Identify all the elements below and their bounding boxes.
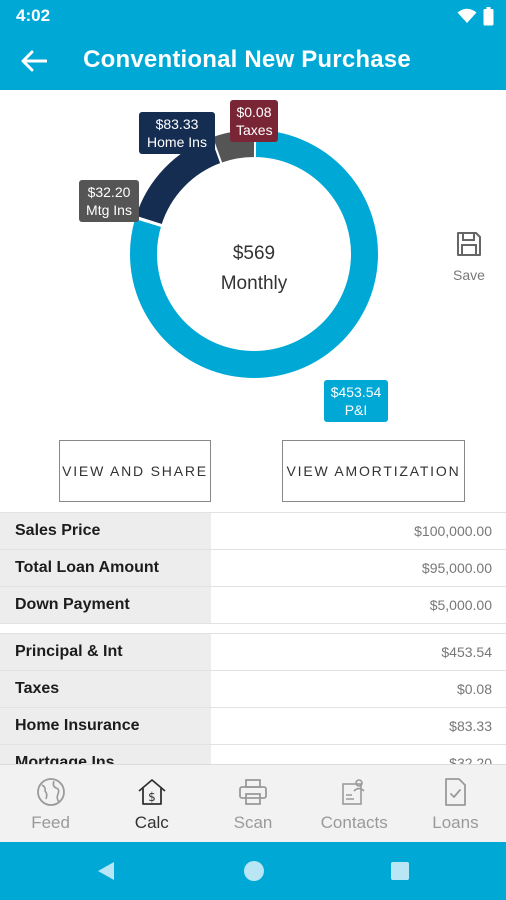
system-recents-button[interactable] bbox=[385, 856, 415, 886]
globe-icon bbox=[36, 778, 65, 806]
monthly-amount: $569 bbox=[232, 243, 276, 264]
view-amortization-button[interactable]: VIEW AMORTIZATION bbox=[282, 440, 465, 502]
contacts-icon bbox=[342, 779, 365, 805]
donut-slice-p-i bbox=[128, 127, 380, 380]
circle-home-icon bbox=[244, 861, 264, 881]
payment-chart: $569 Monthly $0.08 Taxes $83.33 Home Ins… bbox=[0, 90, 506, 430]
document-check-icon bbox=[445, 778, 467, 806]
status-icons bbox=[457, 6, 494, 26]
triangle-back-icon bbox=[98, 862, 114, 880]
nav-item-loans[interactable]: Loans bbox=[405, 765, 506, 842]
table-row: Principal & Int $453.54 bbox=[0, 634, 506, 671]
back-button[interactable] bbox=[16, 44, 52, 78]
row-value: $0.08 bbox=[211, 671, 506, 707]
row-label: Sales Price bbox=[0, 513, 211, 549]
row-value: $32.20 bbox=[211, 745, 506, 764]
arrow-left-icon bbox=[21, 50, 47, 72]
table-row: Total Loan Amount $95,000.00 bbox=[0, 550, 506, 587]
callout-mtg-ins: $32.20 Mtg Ins bbox=[79, 180, 139, 222]
bottom-nav: Feed $ Calc Scan Contacts Loans bbox=[0, 764, 506, 842]
nav-label: Contacts bbox=[320, 813, 388, 832]
row-label: Principal & Int bbox=[0, 634, 211, 670]
table-row: Home Insurance $83.33 bbox=[0, 708, 506, 745]
row-value: $5,000.00 bbox=[211, 587, 506, 623]
system-back-button[interactable] bbox=[91, 856, 121, 886]
app-bar: Conventional New Purchase bbox=[0, 32, 506, 90]
printer-icon bbox=[239, 779, 267, 805]
table-row: Down Payment $5,000.00 bbox=[0, 587, 506, 624]
svg-text:$: $ bbox=[148, 790, 156, 804]
row-value: $453.54 bbox=[211, 634, 506, 670]
row-label: Taxes bbox=[0, 671, 211, 707]
loan-summary-table: Sales Price $100,000.00 Total Loan Amoun… bbox=[0, 512, 506, 624]
row-label: Total Loan Amount bbox=[0, 550, 211, 586]
status-bar: 4:02 bbox=[0, 0, 506, 32]
callout-home-ins: $83.33 Home Ins bbox=[139, 112, 215, 154]
callout-mtg-ins-value: $32.20 bbox=[87, 184, 131, 200]
nav-label: Scan bbox=[233, 813, 273, 832]
save-icon bbox=[457, 232, 481, 256]
nav-label: Calc bbox=[134, 813, 169, 832]
square-recents-icon bbox=[391, 862, 409, 880]
row-value: $83.33 bbox=[211, 708, 506, 744]
nav-label: Feed bbox=[31, 813, 70, 832]
status-time: 4:02 bbox=[16, 6, 51, 25]
callout-pi-value: $453.54 bbox=[330, 384, 382, 400]
wifi-icon bbox=[457, 8, 477, 23]
table-row: Taxes $0.08 bbox=[0, 671, 506, 708]
nav-item-feed[interactable]: Feed bbox=[0, 765, 101, 842]
system-home-button[interactable] bbox=[239, 856, 269, 886]
view-and-share-button[interactable]: VIEW AND SHARE bbox=[59, 440, 211, 502]
table-row: Sales Price $100,000.00 bbox=[0, 513, 506, 550]
row-value: $95,000.00 bbox=[211, 550, 506, 586]
row-label: Mortgage Ins bbox=[0, 745, 211, 764]
callout-taxes-label: Taxes bbox=[236, 122, 273, 138]
callout-taxes: $0.08 Taxes bbox=[230, 100, 278, 142]
row-value: $100,000.00 bbox=[211, 513, 506, 549]
callout-taxes-value: $0.08 bbox=[236, 104, 272, 120]
battery-icon bbox=[483, 6, 494, 25]
system-nav-bar bbox=[0, 842, 506, 900]
row-label: Down Payment bbox=[0, 587, 211, 623]
monthly-label: Monthly bbox=[220, 273, 288, 294]
callout-home-ins-label: Home Ins bbox=[147, 134, 207, 150]
calculator-house-icon: $ bbox=[138, 779, 166, 805]
callout-home-ins-value: $83.33 bbox=[155, 116, 199, 132]
row-label: Home Insurance bbox=[0, 708, 211, 744]
nav-item-contacts[interactable]: Contacts bbox=[304, 765, 405, 842]
page-title: Conventional New Purchase bbox=[83, 46, 411, 73]
save-label: Save bbox=[453, 267, 485, 283]
nav-item-scan[interactable]: Scan bbox=[202, 765, 303, 842]
callout-pi-label: P&I bbox=[344, 402, 368, 418]
table-row: Mortgage Ins $32.20 bbox=[0, 745, 506, 764]
payment-breakdown-table: Principal & Int $453.54 Taxes $0.08 Home… bbox=[0, 633, 506, 764]
callout-pi: $453.54 P&I bbox=[324, 380, 388, 422]
nav-label: Loans bbox=[432, 813, 479, 832]
save-button[interactable]: Save bbox=[446, 230, 492, 284]
callout-mtg-ins-label: Mtg Ins bbox=[86, 202, 132, 218]
nav-item-calc[interactable]: $ Calc bbox=[101, 765, 202, 842]
